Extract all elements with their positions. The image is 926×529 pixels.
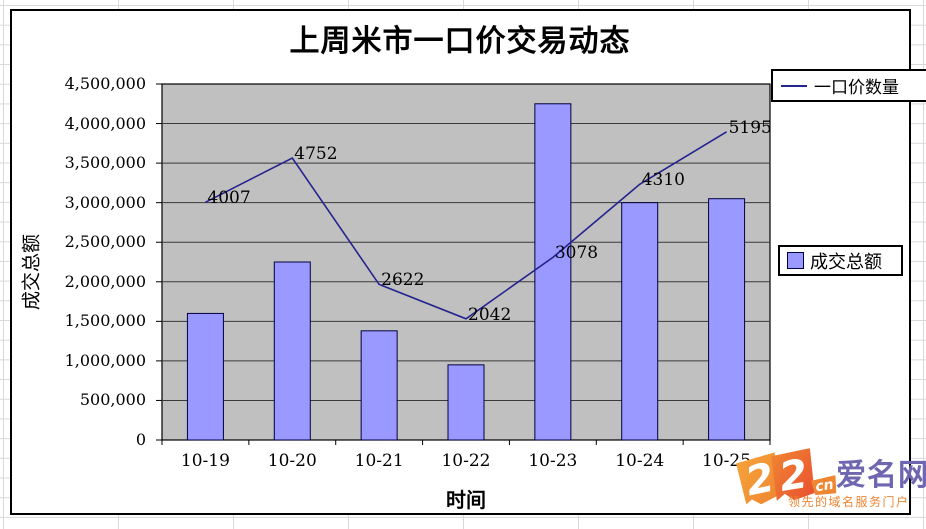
y-tick-label: 2,500,000 (64, 232, 146, 252)
line-data-label: 2622 (381, 270, 425, 291)
line-data-label: 5195 (728, 117, 772, 138)
y-tick-label: 2,000,000 (64, 271, 146, 291)
line-data-label: 3078 (554, 243, 599, 264)
x-tick-label: 10-19 (180, 451, 230, 471)
line-data-label: 2042 (468, 304, 512, 325)
x-tick-label: 10-24 (615, 451, 665, 471)
x-axis-title: 时间 (446, 488, 486, 512)
x-tick-label: 10-20 (267, 451, 317, 471)
legend-bar-series[interactable]: 成交总额 (778, 245, 903, 276)
watermark-brand: 爱名网 (836, 458, 926, 493)
chart-title: 上周米市一口价交易动态 (289, 24, 631, 59)
line-data-label: 4310 (641, 170, 685, 191)
y-tick-label: 4,000,000 (64, 113, 146, 133)
y-tick-label: 4,500,000 (64, 74, 146, 93)
bar-series-swatch-icon (787, 252, 804, 269)
y-tick-label: 0 (135, 430, 146, 449)
y-tick-label: 3,500,000 (64, 153, 146, 173)
line-series-swatch-icon (781, 84, 807, 87)
legend-line-series[interactable]: 一口价数量 (771, 69, 926, 102)
x-tick-label: 10-22 (441, 451, 491, 471)
legend-bar-label: 成交总额 (810, 251, 882, 273)
y-tick-label: 500,000 (79, 390, 146, 410)
line-data-label: 4752 (294, 144, 338, 165)
y-tick-label: 1,000,000 (64, 350, 146, 370)
legend-line-label: 一口价数量 (814, 78, 899, 98)
line-data-label: 4007 (207, 188, 251, 209)
x-tick-label: 10-21 (354, 451, 404, 471)
x-tick-label: 10-23 (528, 451, 578, 471)
22cn-aiming-watermark: 2 2 cn 爱名网 领先的域名服务门户 (736, 446, 926, 510)
y-tick-label: 1,500,000 (64, 311, 146, 331)
watermark-tagline: 领先的域名服务门户 (788, 495, 910, 509)
y-tick-label: 3,000,000 (64, 192, 146, 212)
